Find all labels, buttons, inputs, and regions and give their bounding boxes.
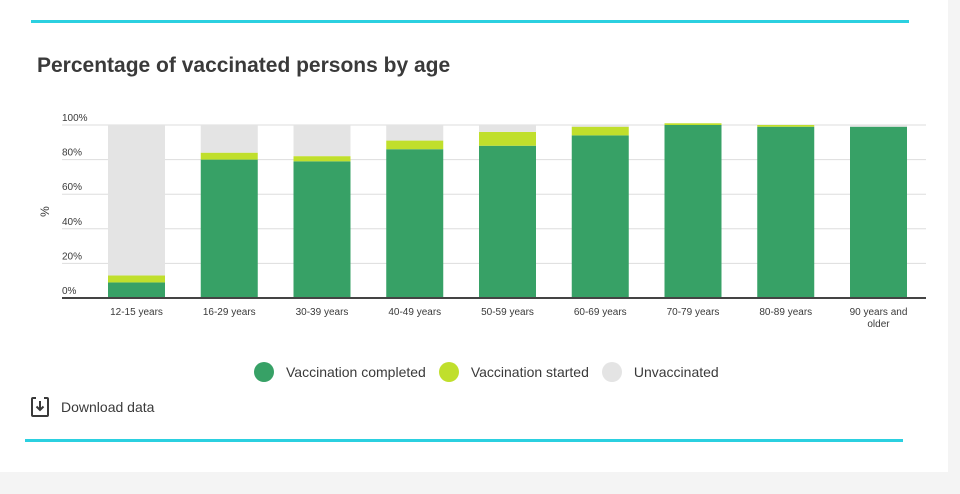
x-tick-label: 60-69 years (574, 307, 627, 318)
y-tick-label: 60% (62, 182, 82, 193)
y-axis-title: % (38, 206, 52, 217)
legend-item-unvaccinated[interactable]: Unvaccinated (601, 362, 719, 382)
download-data-button[interactable]: Download data (31, 397, 154, 417)
bottom-accent-rule (25, 439, 903, 442)
legend-swatch-completed (254, 362, 274, 382)
download-icon (31, 397, 49, 417)
bar-started (386, 140, 444, 150)
top-accent-rule (31, 20, 909, 23)
legend-label-started: Vaccination started (470, 364, 589, 380)
bar-started (108, 275, 165, 283)
x-tick-label: older (867, 319, 890, 330)
download-label: Download data (61, 399, 155, 415)
bar-started (664, 123, 722, 125)
bar-completed (479, 145, 536, 298)
legend-swatch-started (438, 362, 459, 382)
legend-label-completed: Vaccination completed (286, 364, 426, 380)
bar-started (479, 131, 536, 146)
bar-unvaccinated (479, 125, 536, 132)
y-tick-label: 100% (62, 113, 88, 124)
legend-swatch-unvaccinated (601, 362, 622, 382)
legend-item-completed[interactable]: Vaccination completed (254, 362, 426, 382)
bar-completed (200, 159, 258, 298)
x-tick-label: 16-29 years (203, 307, 256, 318)
x-tick-label: 12-15 years (110, 307, 163, 318)
bar-completed (386, 149, 444, 298)
bar-started (571, 126, 629, 136)
x-tick-label: 30-39 years (296, 307, 349, 318)
bar-unvaccinated (108, 125, 165, 276)
y-tick-label: 0% (62, 286, 77, 297)
bar-unvaccinated (850, 125, 907, 127)
x-tick-label: 70-79 years (667, 307, 720, 318)
bar-completed (571, 135, 629, 298)
bar-started (293, 156, 351, 162)
bar-started (757, 125, 815, 127)
x-tick-label: 50-59 years (481, 307, 534, 318)
bar-completed (664, 125, 722, 298)
legend-item-started[interactable]: Vaccination started (438, 362, 589, 382)
y-tick-label: 80% (62, 148, 82, 159)
legend-label-unvaccinated: Unvaccinated (633, 364, 719, 380)
bar-chart: 0% 20% 40% 60% 80% 100%% 12-15 years 16-29 year… (38, 113, 926, 330)
chart-title: Percentage of vaccinated persons by age (37, 54, 451, 77)
bar-completed (108, 282, 165, 298)
x-tick-label: 80-89 years (759, 307, 812, 318)
chart-legend: Vaccination completed Vaccination starte… (254, 362, 732, 382)
x-tick-label: 90 years and (850, 307, 908, 318)
bar-completed (850, 126, 907, 298)
bar-unvaccinated (386, 125, 444, 141)
bar-completed (757, 126, 815, 298)
chart-card: Percentage of vaccinated persons by age … (0, 0, 948, 472)
bar-unvaccinated (293, 125, 351, 157)
y-tick-label: 20% (62, 251, 82, 262)
x-tick-label: 40-49 years (388, 307, 441, 318)
bar-completed (293, 161, 351, 298)
bar-unvaccinated (571, 125, 629, 127)
bar-unvaccinated (200, 125, 258, 153)
y-tick-label: 40% (62, 217, 82, 228)
bar-started (200, 152, 258, 160)
